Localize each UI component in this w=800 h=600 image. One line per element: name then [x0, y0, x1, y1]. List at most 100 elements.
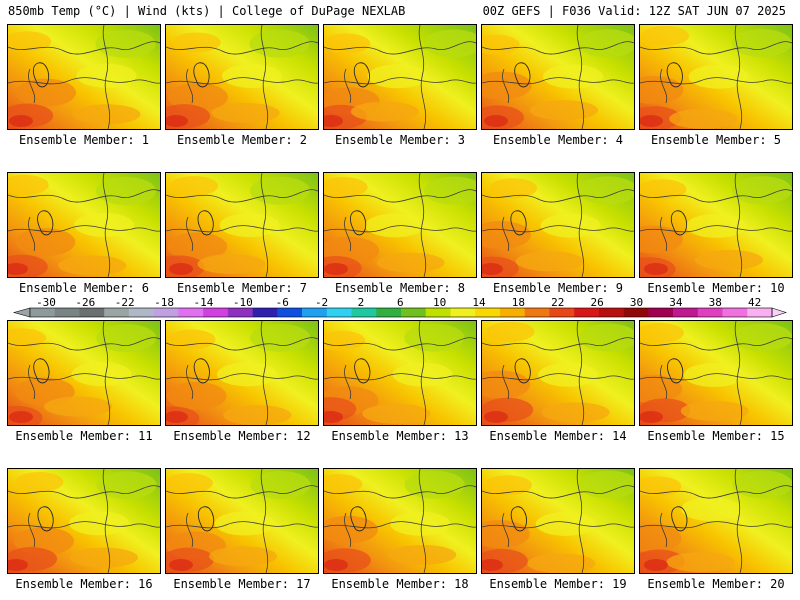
colorbar-segment: [302, 308, 328, 317]
boundary-line: [344, 512, 352, 548]
colorbar-segment: [376, 308, 402, 317]
ensemble-member-map: [481, 320, 635, 426]
boundary-line: [186, 68, 194, 104]
ensemble-member-map: [323, 172, 477, 278]
ensemble-member-label: Ensemble Member: 5: [650, 133, 782, 147]
colorbar-segment: [623, 308, 649, 317]
colorbar-tick-label: 10: [433, 298, 446, 309]
colorbar-tick-label: -30: [36, 298, 56, 309]
boundary-line: [8, 485, 160, 499]
colorbar-segment: [499, 308, 525, 317]
ensemble-member-map: [165, 172, 319, 278]
boundary-line: [186, 512, 194, 548]
boundary-line: [166, 337, 318, 351]
boundary-line: [482, 77, 634, 85]
boundary-line: [28, 68, 36, 104]
contour-line: [33, 358, 50, 384]
boundary-line: [102, 173, 111, 277]
colorbar-segment: [277, 308, 303, 317]
boundary-line: [482, 521, 634, 529]
contour-line: [514, 62, 531, 88]
ensemble-member-map: [639, 24, 793, 130]
colorbar-segment: [153, 308, 179, 317]
boundary-line: [640, 337, 792, 351]
ensemble-member-map: [323, 468, 477, 574]
boundary-line: [418, 25, 427, 129]
contour-line: [32, 62, 50, 88]
ensemble-member-label: Ensemble Member: 6: [18, 281, 150, 295]
boundary-line: [660, 216, 668, 252]
boundary-line: [660, 68, 668, 104]
contour-line: [37, 506, 54, 532]
colorbar-segment: [401, 308, 427, 317]
boundary-line: [8, 521, 160, 529]
ensemble-member-label: Ensemble Member: 4: [492, 133, 624, 147]
ensemble-member-label: Ensemble Member: 20: [647, 577, 785, 591]
temperature-colorbar: -30 -26 -22 -18 -14 -10 -6 -2 2 6 10 14 18 22 26 30 34 38…: [12, 298, 787, 318]
ensemble-member-map: [7, 468, 161, 574]
colorbar-tick-label: -18: [154, 298, 174, 309]
colorbar-tick-label: 6: [397, 298, 404, 309]
boundary-line: [102, 25, 111, 129]
colorbar-tick-label: 42: [748, 298, 761, 309]
colorbar-segment: [450, 308, 476, 317]
boundary-line: [8, 189, 160, 203]
boundary-line: [734, 321, 743, 425]
boundary-line: [418, 173, 427, 277]
ensemble-member-map: [481, 468, 635, 574]
boundary-line: [260, 173, 269, 277]
boundary-line: [502, 512, 510, 548]
boundary-line: [734, 25, 743, 129]
ensemble-member-label: Ensemble Member: 9: [492, 281, 624, 295]
colorbar-segment: [178, 308, 204, 317]
colorbar-tick-label: 14: [472, 298, 486, 309]
colorbar-segment: [203, 308, 229, 317]
contour-line: [510, 506, 527, 532]
boundary-line: [640, 77, 792, 85]
ensemble-member-label: Ensemble Member: 13: [331, 429, 469, 443]
ensemble-member-map: [165, 320, 319, 426]
colorbar-segment: [697, 308, 723, 317]
boundary-line: [734, 173, 743, 277]
ensemble-member-map: [639, 320, 793, 426]
boundary-line: [102, 469, 111, 573]
ensemble-member-map: [7, 320, 161, 426]
boundary-line: [260, 321, 269, 425]
boundary-line: [260, 469, 269, 573]
boundary-line: [186, 364, 194, 400]
colorbar-tick-label: 22: [551, 298, 564, 309]
contour-line: [350, 506, 367, 532]
ensemble-member-label: Ensemble Member: 10: [647, 281, 785, 295]
boundary-line: [166, 485, 318, 499]
ensemble-member-label: Ensemble Member: 7: [176, 281, 308, 295]
boundary-line: [166, 77, 318, 85]
ensemble-member-label: Ensemble Member: 11: [15, 429, 153, 443]
colorbar-tick-label: -26: [75, 298, 95, 309]
contour-line: [193, 62, 210, 88]
ensemble-member-map: [481, 172, 635, 278]
boundary-line: [640, 41, 792, 55]
colorbar-tick-label: 38: [709, 298, 722, 309]
colorbar-tick-label: 26: [591, 298, 604, 309]
contour-line: [671, 506, 688, 532]
boundary-line: [640, 485, 792, 499]
colorbar-tick-label: -10: [233, 298, 253, 309]
colorbar-tick-label: -22: [115, 298, 135, 309]
contour-line: [37, 210, 54, 236]
ensemble-member-map: [165, 468, 319, 574]
ensemble-member-label: Ensemble Member: 8: [334, 281, 466, 295]
colorbar-segment: [574, 308, 600, 317]
ensemble-member-label: Ensemble Member: 12: [173, 429, 311, 443]
boundary-line: [344, 68, 352, 104]
ensemble-member-label: Ensemble Member: 15: [647, 429, 785, 443]
boundary-line: [344, 364, 352, 400]
contour-line: [510, 210, 527, 236]
ensemble-member-label: Ensemble Member: 2: [176, 133, 308, 147]
colorbar-segment: [598, 308, 624, 317]
contour-line: [514, 358, 531, 384]
boundary-line: [344, 216, 352, 252]
colorbar-segment: [722, 308, 748, 317]
ensemble-member-label: Ensemble Member: 3: [334, 133, 466, 147]
ensemble-member-map: [165, 24, 319, 130]
boundary-line: [734, 469, 743, 573]
